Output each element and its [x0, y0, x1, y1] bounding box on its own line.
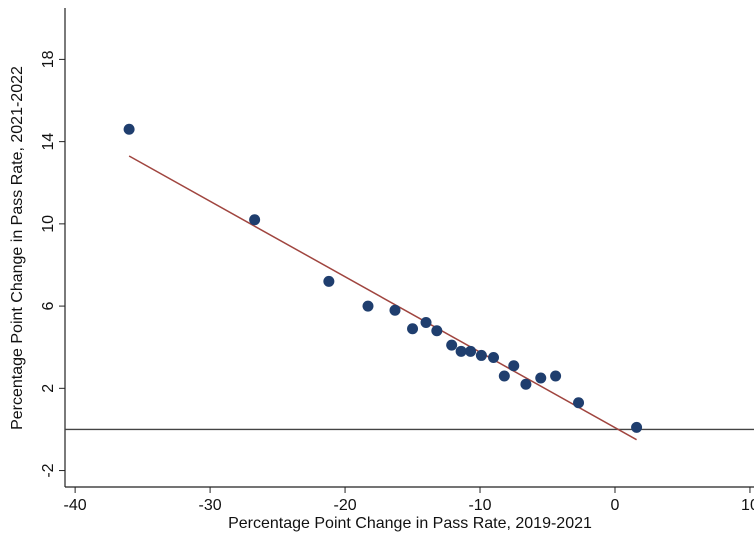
point [498, 370, 510, 382]
point [573, 397, 585, 409]
x-tick-label: -40 [64, 497, 87, 514]
point [123, 123, 135, 135]
point [431, 325, 443, 337]
y-tick-label: 10 [40, 215, 57, 233]
x-tick-label: 0 [611, 497, 620, 514]
point [520, 378, 532, 390]
point [446, 339, 458, 351]
x-tick-label: -10 [468, 497, 491, 514]
y-tick-label: 18 [40, 50, 57, 68]
point [362, 300, 374, 312]
point [420, 317, 432, 329]
point [508, 360, 520, 372]
fit-line [128, 155, 637, 441]
point [535, 372, 547, 384]
point [323, 275, 335, 287]
x-tick-label: -30 [199, 497, 222, 514]
y-tick-label: -2 [40, 463, 57, 477]
y-tick-label: 2 [40, 384, 57, 393]
point [465, 345, 477, 357]
y-tick-label: 6 [40, 302, 57, 311]
point [631, 421, 643, 433]
x-tick-label: 10 [741, 497, 754, 514]
x-axis-label: Percentage Point Change in Pass Rate, 20… [228, 515, 592, 532]
point [488, 351, 500, 363]
point [550, 370, 562, 382]
point [389, 304, 401, 316]
point [407, 323, 419, 335]
point [455, 345, 467, 357]
y-axis-label: Percentage Point Change in Pass Rate, 20… [9, 66, 26, 430]
y-tick-label: 14 [40, 133, 57, 151]
point [475, 349, 487, 361]
point [249, 214, 261, 226]
x-tick-label: -20 [333, 497, 356, 514]
